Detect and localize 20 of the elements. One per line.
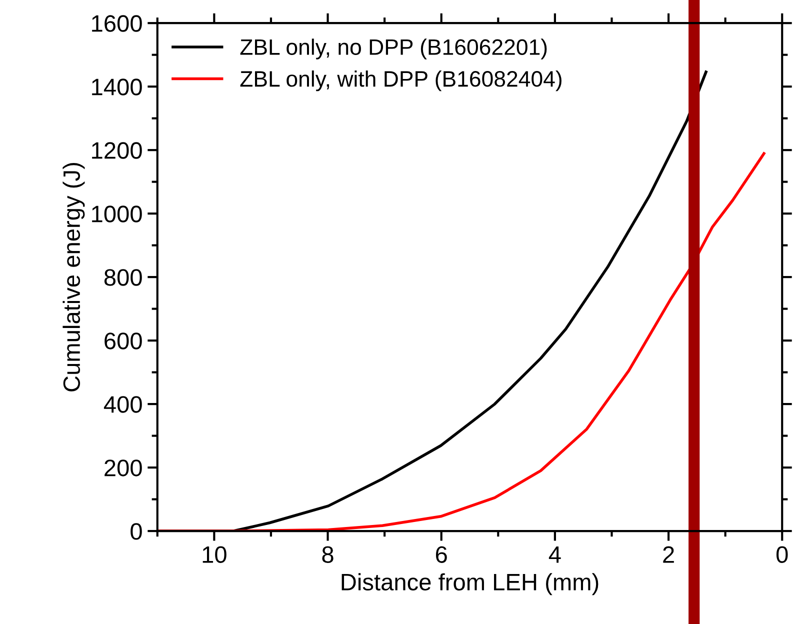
y-tick-label: 0 [130, 523, 142, 540]
y-tick-label: 1400 [92, 78, 142, 96]
y-axis-title: Cumulative energy (J) [62, 163, 85, 392]
x-axis-title: Distance from LEH (mm) [342, 573, 598, 596]
x-tick-label: 8 [322, 546, 334, 563]
x-tick-label: 2 [663, 546, 674, 563]
x-tick-label: 0 [776, 546, 788, 563]
y-tick-label: 800 [104, 269, 142, 286]
x-tick-label: 10 [202, 546, 226, 563]
y-tick-label: 1000 [92, 206, 142, 222]
y-tick-label: 1600 [92, 15, 142, 32]
y-tick-label: 400 [104, 396, 142, 413]
y-tick-label: 200 [104, 460, 142, 476]
x-tick-label: 6 [436, 546, 447, 563]
x-tick-label: 4 [548, 546, 561, 563]
y-tick-label: 600 [104, 332, 142, 350]
y-tick-label: 1200 [92, 142, 142, 159]
line-series [157, 152, 766, 532]
legend-label: ZBL only, no DPP (B16062201) [240, 38, 547, 60]
legend-label: ZBL only, with DPP (B16082404) [240, 70, 562, 92]
